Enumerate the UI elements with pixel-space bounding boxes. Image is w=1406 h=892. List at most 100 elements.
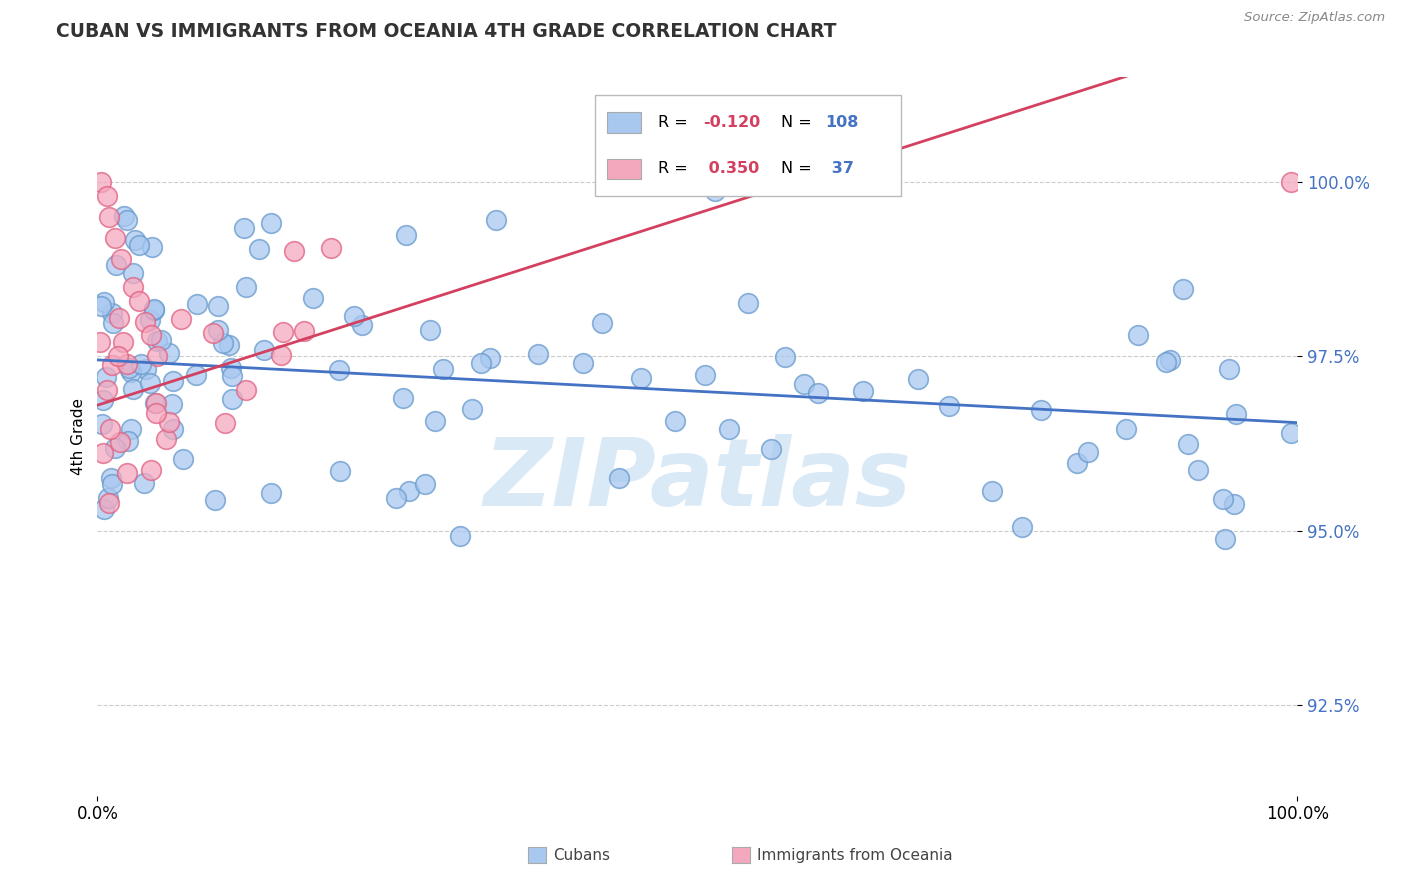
Text: 0.350: 0.350 — [703, 161, 759, 177]
Point — [235, 383, 257, 397]
Point — [117, 467, 139, 481]
Point — [94, 369, 117, 384]
Point — [1159, 352, 1181, 367]
Point — [93, 446, 115, 460]
Point — [211, 335, 233, 350]
Point — [247, 242, 270, 256]
Point — [117, 434, 139, 449]
Point — [852, 384, 875, 399]
Point — [122, 279, 145, 293]
Point — [118, 360, 141, 375]
Point — [91, 393, 114, 408]
Point — [120, 422, 142, 436]
FancyBboxPatch shape — [595, 95, 901, 196]
Text: ZIPatlas: ZIPatlas — [484, 434, 911, 525]
Text: R =: R = — [658, 161, 693, 177]
Point — [100, 358, 122, 372]
Point — [141, 240, 163, 254]
Point — [1066, 456, 1088, 470]
Point — [415, 477, 437, 491]
Point — [112, 209, 135, 223]
Point — [110, 252, 132, 266]
Point — [207, 323, 229, 337]
Point — [146, 350, 169, 364]
Point — [91, 417, 114, 431]
Point — [260, 216, 283, 230]
Text: Immigrants from Oceania: Immigrants from Oceania — [758, 848, 953, 863]
Text: -0.120: -0.120 — [703, 115, 761, 130]
Point — [221, 369, 243, 384]
Point — [319, 241, 342, 255]
Point — [737, 296, 759, 310]
Point — [329, 464, 352, 478]
Point — [129, 358, 152, 372]
Point — [128, 293, 150, 308]
Point — [717, 422, 740, 436]
Point — [470, 355, 492, 369]
Point — [157, 346, 180, 360]
Point — [591, 316, 613, 330]
Point — [96, 383, 118, 397]
Point — [343, 310, 366, 324]
Text: N =: N = — [782, 161, 817, 177]
Point — [793, 377, 815, 392]
Point — [162, 374, 184, 388]
Point — [273, 325, 295, 339]
Point — [155, 432, 177, 446]
Point — [773, 350, 796, 364]
Point — [108, 435, 131, 450]
Point — [143, 396, 166, 410]
Point — [101, 316, 124, 330]
Point — [235, 279, 257, 293]
Point — [938, 400, 960, 414]
Point — [150, 333, 173, 347]
Point — [270, 348, 292, 362]
Point — [104, 258, 127, 272]
Point — [90, 175, 112, 189]
Point — [1223, 497, 1246, 511]
Point — [449, 529, 471, 543]
Point — [93, 294, 115, 309]
Point — [759, 442, 782, 456]
Point — [98, 210, 121, 224]
Point — [112, 335, 135, 350]
Point — [423, 414, 446, 428]
Point — [214, 416, 236, 430]
Point — [218, 338, 240, 352]
Point — [96, 189, 118, 203]
Point — [122, 266, 145, 280]
Point — [419, 323, 441, 337]
Point — [432, 362, 454, 376]
Point — [139, 312, 162, 326]
Point — [352, 318, 374, 333]
Point — [1225, 407, 1247, 421]
Point — [89, 335, 111, 350]
Point — [120, 365, 142, 379]
Point — [664, 414, 686, 428]
Point — [160, 397, 183, 411]
Point — [221, 392, 243, 406]
Point — [98, 422, 121, 436]
Point — [172, 452, 194, 467]
Point — [124, 233, 146, 247]
Point — [693, 368, 716, 382]
Point — [143, 301, 166, 316]
Text: 108: 108 — [825, 115, 859, 130]
Point — [572, 356, 595, 370]
Y-axis label: 4th Grade: 4th Grade — [72, 398, 86, 475]
Point — [980, 484, 1002, 499]
Point — [184, 368, 207, 383]
Point — [207, 300, 229, 314]
Point — [907, 372, 929, 386]
Point — [93, 501, 115, 516]
Point — [162, 422, 184, 436]
Point — [108, 311, 131, 326]
Point — [807, 386, 830, 401]
Point — [526, 347, 548, 361]
Point — [1279, 175, 1302, 189]
Text: CUBAN VS IMMIGRANTS FROM OCEANIA 4TH GRADE CORRELATION CHART: CUBAN VS IMMIGRANTS FROM OCEANIA 4TH GRA… — [56, 22, 837, 41]
Point — [260, 485, 283, 500]
Point — [145, 396, 167, 410]
FancyBboxPatch shape — [607, 159, 641, 179]
Point — [100, 471, 122, 485]
